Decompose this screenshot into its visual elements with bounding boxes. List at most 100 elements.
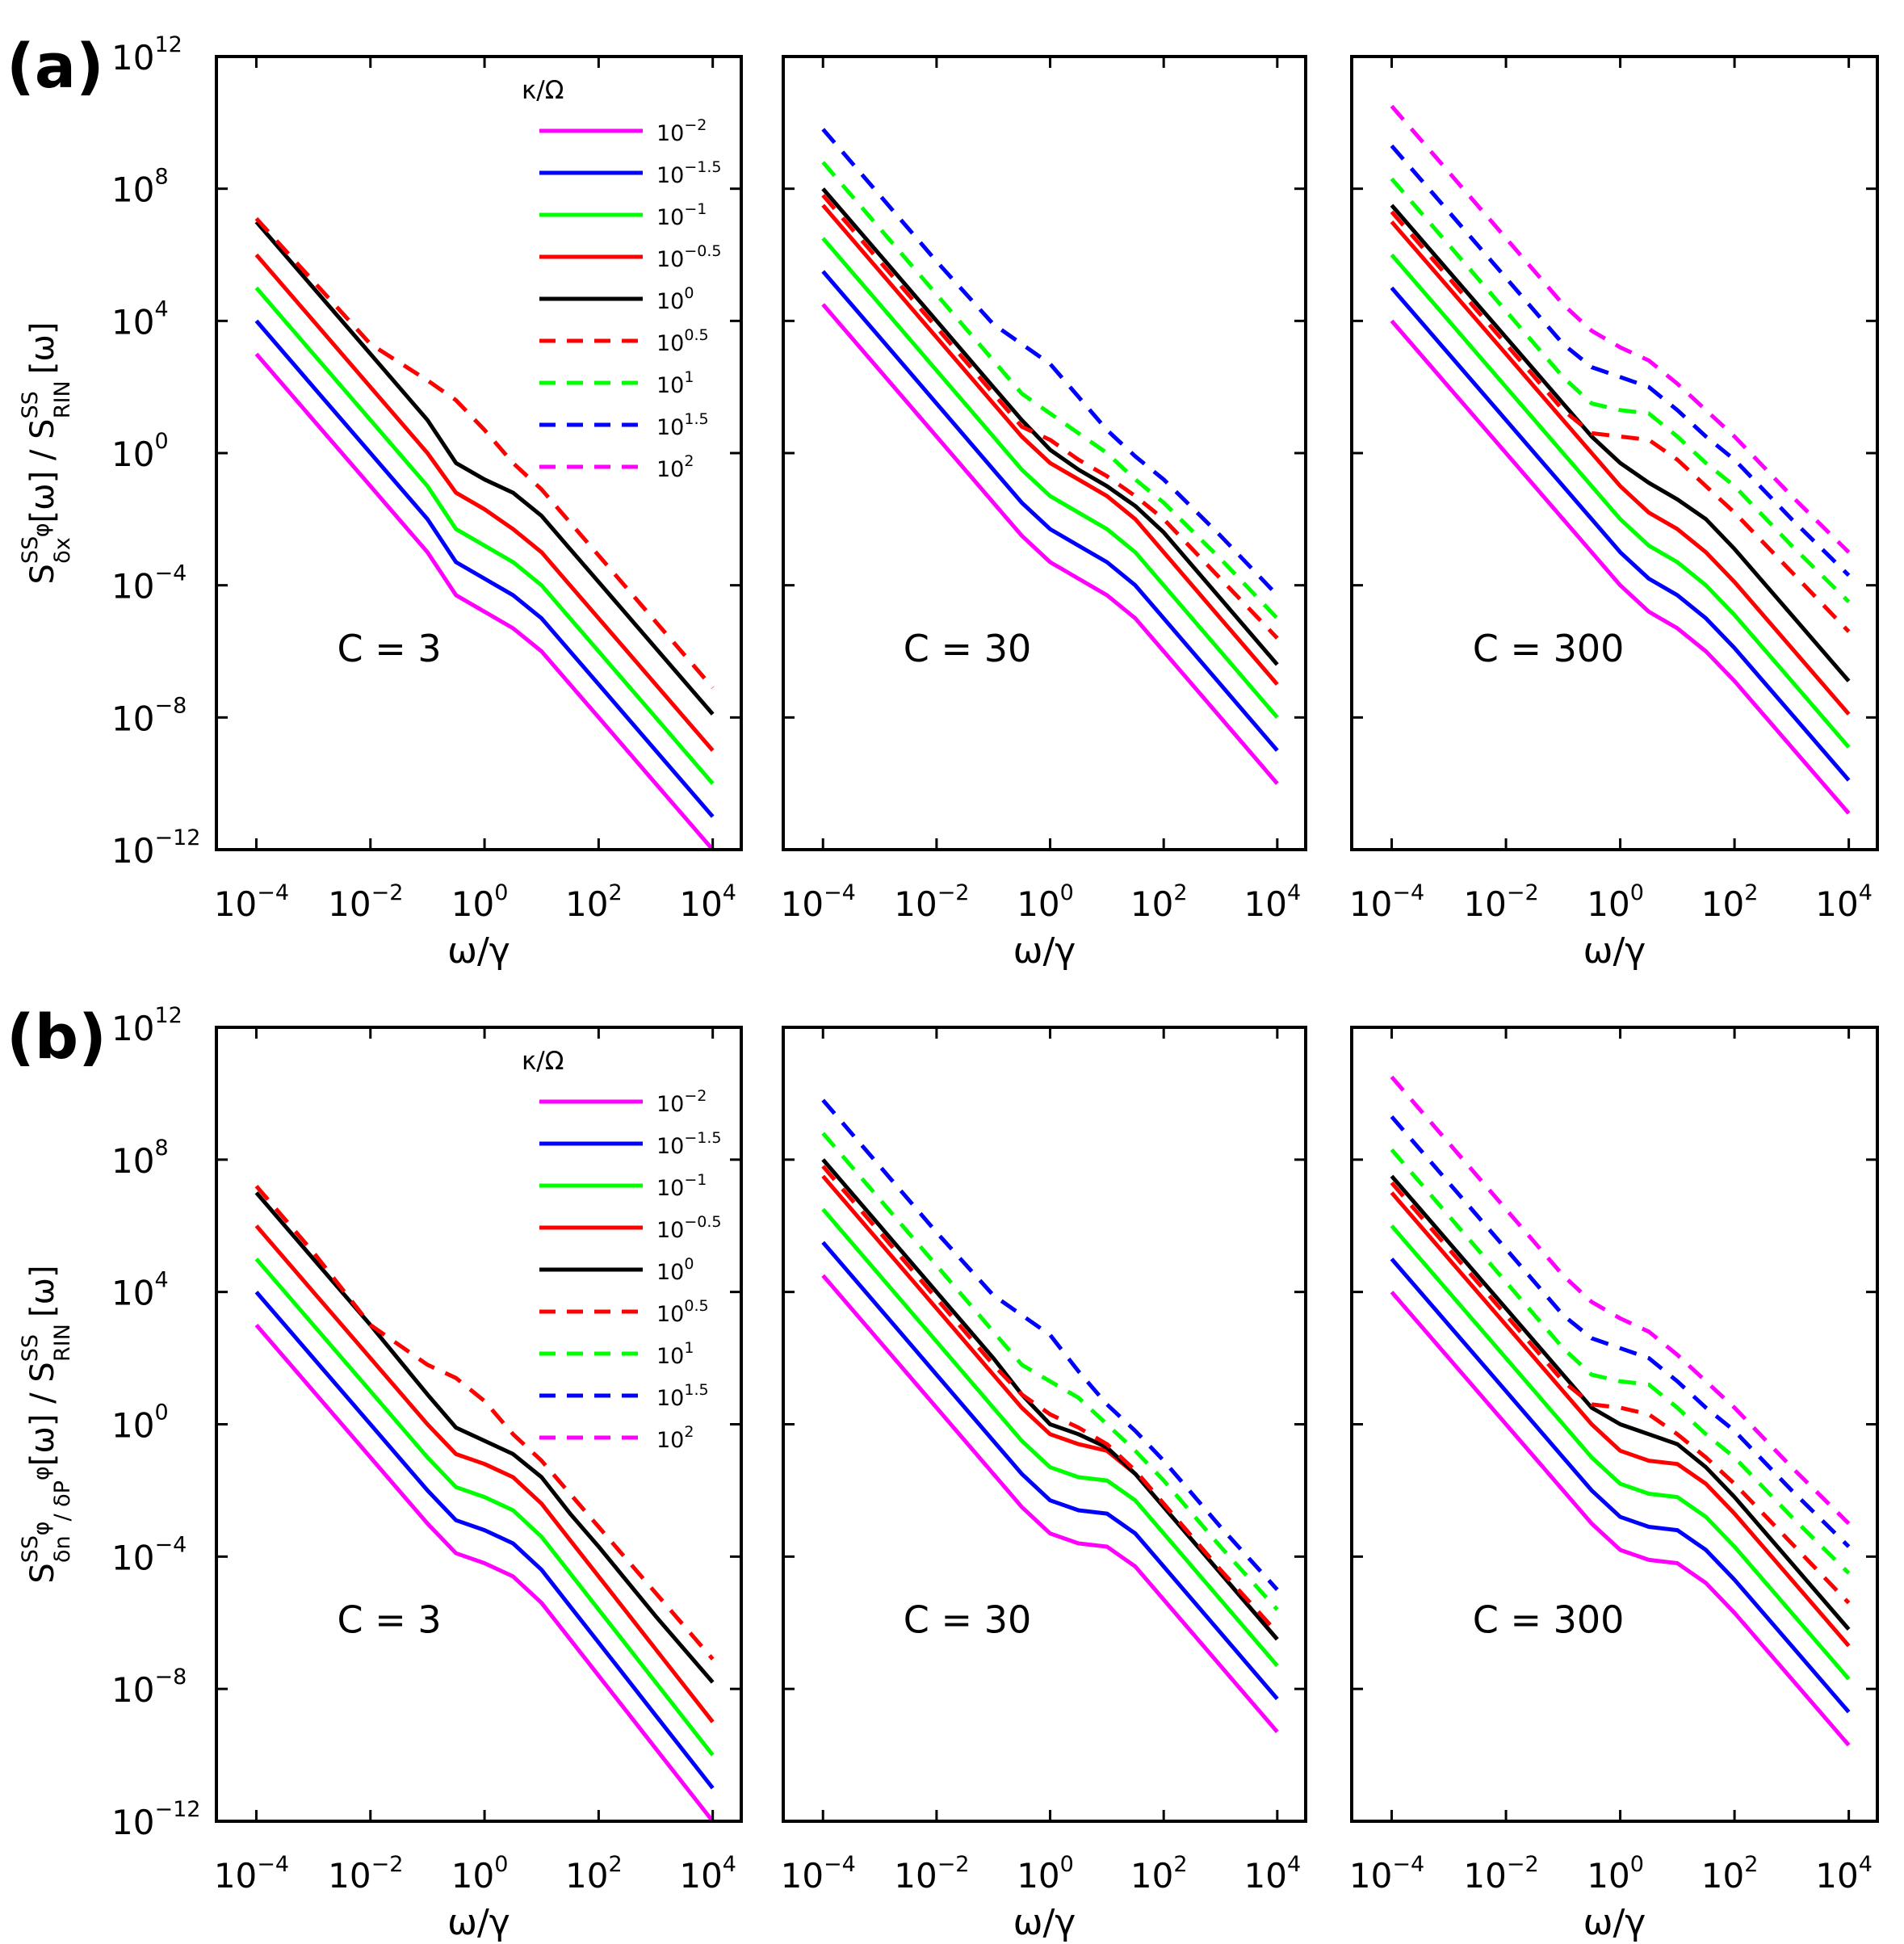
- coupling-annotation: C = 30: [904, 1598, 1031, 1642]
- legend-entry-label: 100: [656, 1255, 694, 1285]
- y-tick-label: 100: [111, 1400, 169, 1446]
- x-tick-label: 10−4: [214, 880, 289, 924]
- x-axis-label: ω/γ: [447, 1902, 510, 1943]
- legend-entry-label: 10−0.5: [656, 1213, 722, 1243]
- series-line-kappa-1.5: [1390, 144, 1851, 577]
- legend-entry-label: 10−2: [656, 116, 707, 146]
- series-line-kappa-0.5: [1390, 210, 1851, 633]
- y-tick-label: 10−12: [111, 1797, 200, 1842]
- y-tick-label: 108: [111, 1136, 169, 1181]
- legend-entry-label: 10−1.5: [656, 1129, 722, 1159]
- x-tick-label: 100: [1017, 880, 1074, 924]
- legend-entry-label: 102: [656, 1423, 694, 1453]
- series-line-kappa-m1: [254, 1258, 715, 1757]
- legend: κ/Ω 10−2 10−1.5 10−1 10−0.5 100 100.5 101 101.5 1…: [522, 1047, 722, 1453]
- y-tick-label: 1012: [111, 32, 182, 78]
- series-line-kappa-m0.5: [1390, 1191, 1851, 1648]
- x-axis-label: ω/γ: [1583, 1902, 1646, 1943]
- y-axis-label: SSS δnφ/ δPφ[ω] / SSS RIN[ω]: [18, 1265, 75, 1583]
- y-tick-label: 10−8: [111, 1665, 187, 1710]
- x-axis-label: ω/γ: [1013, 930, 1076, 972]
- x-tick-label: 100: [451, 880, 509, 924]
- y-tick-label: 1012: [111, 1003, 182, 1048]
- x-tick-label: 100: [1017, 1852, 1074, 1896]
- label-layer: 10−4 10−2 100 102 104 10−12 10−8 10−4 100 104 108 1…: [6, 30, 1873, 1943]
- x-tick-label: 100: [1587, 1852, 1644, 1896]
- panel-b-2: [782, 1026, 1307, 1823]
- legend-entry-label: 100.5: [656, 326, 709, 356]
- row-label-b: (b): [6, 1001, 107, 1073]
- x-tick-label: 100: [451, 1852, 509, 1896]
- x-tick-label: 10−2: [894, 880, 969, 924]
- legend-title: κ/Ω: [522, 76, 564, 105]
- series-line-kappa-0.5: [821, 194, 1279, 640]
- x-tick-label: 10−4: [1349, 880, 1424, 924]
- series-line-kappa-1.5: [1390, 1115, 1851, 1548]
- x-tick-label: 10−4: [214, 1852, 289, 1896]
- x-tick-label: 102: [565, 1852, 623, 1896]
- panel-a-3: [1350, 55, 1879, 851]
- y-tick-label: 10−8: [111, 693, 187, 738]
- series-line-kappa-1.5: [821, 1098, 1279, 1591]
- x-tick-label: 104: [1244, 1852, 1302, 1896]
- series-line-kappa-m2: [254, 352, 715, 851]
- legend-entry-label: 10−1: [656, 1171, 707, 1201]
- series-line-kappa-0: [1390, 204, 1851, 682]
- series-line-kappa-m0.5: [1390, 220, 1851, 716]
- legend-entry-label: 10−2: [656, 1087, 707, 1117]
- series-line-kappa-0: [1390, 1174, 1851, 1631]
- series-line-kappa-m1: [821, 237, 1279, 719]
- series-line-kappa-m1: [1390, 253, 1851, 749]
- series-line-kappa-0.5: [821, 1165, 1279, 1635]
- legend-entry-label: 102: [656, 452, 694, 482]
- series-line-kappa-m1.5: [1390, 286, 1851, 782]
- x-axis-label: ω/γ: [447, 930, 510, 972]
- series-line-kappa-0.5: [254, 216, 715, 690]
- coupling-annotation: C = 30: [904, 627, 1031, 670]
- y-tick-label: 10−12: [111, 825, 200, 871]
- series-line-kappa-m1.5: [254, 1291, 715, 1790]
- x-tick-label: 102: [1130, 1852, 1188, 1896]
- y-tick-label: 10−4: [111, 1532, 187, 1577]
- series-line-kappa-m2: [254, 1323, 715, 1823]
- coupling-annotation: C = 300: [1473, 1598, 1625, 1642]
- series-line-kappa-m1.5: [254, 319, 715, 818]
- x-tick-label: 104: [1815, 1852, 1873, 1896]
- series-line-kappa-0.5: [1390, 1181, 1851, 1605]
- x-tick-label: 102: [565, 880, 623, 924]
- x-tick-label: 10−2: [1463, 880, 1538, 924]
- axes-layer: [215, 55, 1879, 1823]
- x-tick-label: 10−4: [781, 1852, 856, 1896]
- x-tick-label: 102: [1701, 1852, 1759, 1896]
- legend-entry-label: 101: [656, 368, 694, 398]
- legend-entry-label: 10−1.5: [656, 158, 722, 188]
- plot-frame: [1350, 55, 1879, 851]
- row-label-a: (a): [6, 30, 104, 102]
- series-line-kappa-0: [254, 220, 715, 716]
- y-axis-label: SSS δxφ[ω] / SSS RIN[ω]: [18, 322, 75, 585]
- legend: κ/Ω 10−2 10−1.5 10−1 10−0.5 100 100.5 101 101.5 1…: [522, 76, 722, 482]
- series-line-kappa-1: [1390, 1148, 1851, 1575]
- legend-entry-label: 10−0.5: [656, 242, 722, 272]
- series-line-kappa-m0.5: [254, 1224, 715, 1724]
- x-tick-label: 102: [1130, 880, 1188, 924]
- series-line-kappa-2: [1390, 104, 1851, 554]
- series-line-kappa-0: [821, 1158, 1279, 1641]
- x-axis-label: ω/γ: [1583, 930, 1646, 972]
- series-line-kappa-m2: [821, 303, 1279, 785]
- legend-entry-label: 101: [656, 1339, 694, 1369]
- x-tick-label: 100: [1587, 880, 1644, 924]
- series-line-kappa-m0.5: [821, 204, 1279, 686]
- series-line-kappa-m1.5: [821, 1241, 1279, 1701]
- coupling-annotation: C = 3: [338, 627, 442, 670]
- y-tick-label: 100: [111, 429, 169, 474]
- x-tick-label: 10−4: [781, 880, 856, 924]
- series-line-kappa-1: [821, 1132, 1279, 1611]
- plot-frame: [1350, 1026, 1879, 1823]
- series-line-kappa-m1.5: [1390, 1258, 1851, 1714]
- legend-entry-label: 100.5: [656, 1297, 709, 1327]
- series-line-kappa-m1.5: [821, 270, 1279, 752]
- y-tick-label: 108: [111, 165, 169, 210]
- legend-title: κ/Ω: [522, 1047, 564, 1076]
- series-line-kappa-m0.5: [254, 253, 715, 752]
